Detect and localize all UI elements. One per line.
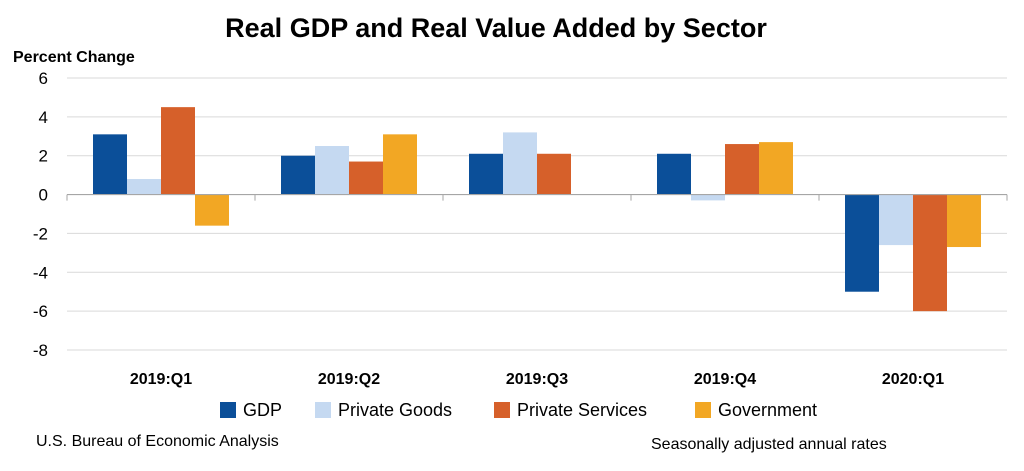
legend-label: Private Services: [517, 400, 647, 420]
legend: GDP Private Goods Private Services Governme…: [220, 400, 817, 420]
bar-private-services-2019-q1: [161, 107, 195, 195]
bar-private-goods-2019-q3: [503, 132, 537, 195]
rates-note: Seasonally adjusted annual rates: [651, 436, 887, 453]
bars: [93, 107, 981, 312]
legend-swatch: [315, 402, 331, 418]
x-tick-label: 2019:Q1: [130, 371, 192, 388]
bar-private-services-2019-q2: [349, 161, 383, 195]
legend-label: Private Goods: [338, 400, 452, 420]
x-tick-label: 2019:Q2: [318, 371, 380, 388]
y-tick-label: 6: [39, 69, 48, 88]
legend-label: Government: [718, 400, 817, 420]
y-tick-label: -4: [33, 263, 48, 282]
y-axis-label: Percent Change: [13, 49, 135, 66]
bar-gdp-2019-q3: [469, 153, 503, 195]
y-tick-label: -2: [33, 224, 48, 243]
chart-title: Real GDP and Real Value Added by Sector: [225, 13, 767, 43]
x-axis: [66, 193, 1008, 201]
y-tick-label: 4: [39, 108, 48, 127]
legend-swatch: [494, 402, 510, 418]
bar-gdp-2019-q2: [281, 155, 315, 195]
bar-private-services-2020-q1: [913, 194, 947, 312]
x-tick-label: 2019:Q3: [506, 371, 568, 388]
x-tick-label: 2019:Q4: [694, 371, 756, 388]
bar-private-services-2019-q4: [725, 144, 759, 195]
x-tick-labels: 2019:Q1 2019:Q2 2019:Q3 2019:Q4 2020:Q1: [130, 371, 944, 388]
legend-swatch: [220, 402, 236, 418]
bar-private-goods-2019-q2: [315, 146, 349, 195]
bar-private-goods-2019-q4: [691, 194, 725, 201]
bar-gdp-2020-q1: [845, 194, 879, 292]
x-tick-label: 2020:Q1: [882, 371, 944, 388]
bar-government-2019-q2: [383, 134, 417, 195]
y-tick-label: -6: [33, 302, 48, 321]
y-tick-label: -8: [33, 341, 48, 360]
y-tick-labels: 6 4 2 0 -2 -4 -6 -8: [33, 69, 48, 360]
source-note: U.S. Bureau of Economic Analysis: [36, 433, 279, 450]
legend-swatch: [695, 402, 711, 418]
legend-label: GDP: [243, 400, 282, 420]
bar-private-services-2019-q3: [537, 153, 571, 195]
bar-government-2020-q1: [947, 194, 981, 248]
bar-government-2019-q4: [759, 142, 793, 195]
bar-gdp-2019-q1: [93, 134, 127, 195]
bar-gdp-2019-q4: [657, 153, 691, 195]
y-tick-label: 2: [39, 147, 48, 166]
bar-private-goods-2019-q1: [127, 179, 161, 195]
y-tick-label: 0: [39, 186, 48, 205]
bar-private-goods-2020-q1: [879, 194, 913, 246]
bar-government-2019-q1: [195, 194, 229, 226]
